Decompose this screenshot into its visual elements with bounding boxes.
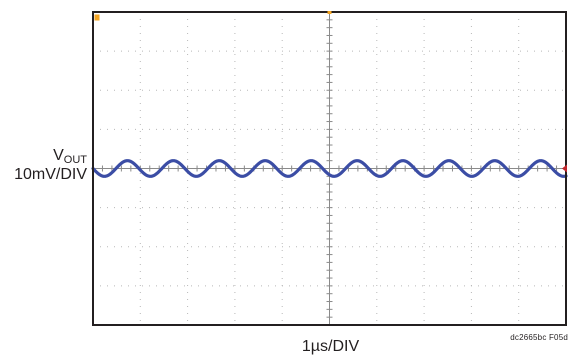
markers xyxy=(94,11,567,173)
figure-id-label: dc2665bc F05d xyxy=(510,333,568,342)
y-axis-scale-label: 10mV/DIV xyxy=(14,166,87,183)
trigger-position-marker xyxy=(327,11,332,14)
trigger-marker xyxy=(94,14,100,21)
y-axis-label-subscript: OUT xyxy=(63,154,87,166)
y-axis-label: VOUT xyxy=(53,147,87,166)
x-axis-label: 1µs/DIV xyxy=(301,338,360,355)
trace-1 xyxy=(91,159,568,178)
y-axis-label-name: V xyxy=(53,147,64,164)
trigger-level-marker xyxy=(562,164,567,173)
trace-group xyxy=(91,159,568,178)
